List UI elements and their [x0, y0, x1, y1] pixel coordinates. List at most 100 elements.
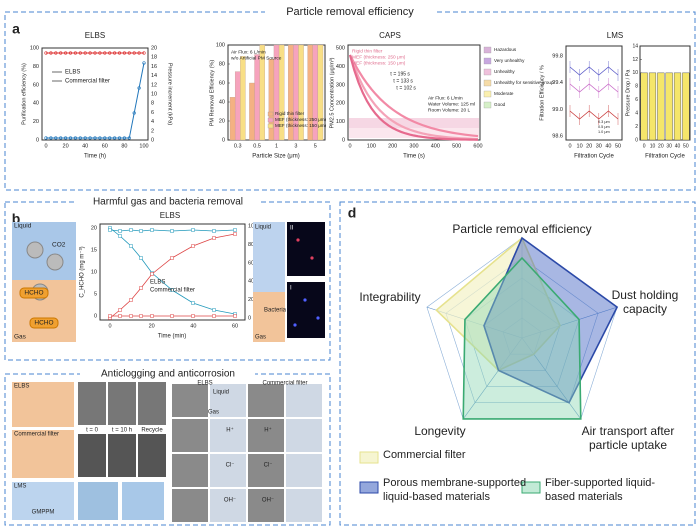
bar — [254, 54, 260, 141]
marker — [93, 51, 97, 55]
tick-label: 0 — [44, 143, 47, 149]
tick-label: 10 — [577, 143, 583, 149]
marker — [212, 314, 216, 318]
marker — [112, 136, 117, 140]
panel-title: Anticlogging and anticorrosion — [101, 369, 235, 380]
legend-label: 0.3 μm — [598, 120, 610, 124]
plot-title: LMS — [607, 31, 623, 40]
tick-label: 80 — [121, 143, 127, 149]
label: t = 10 h — [112, 428, 132, 434]
marker — [98, 136, 102, 140]
radar-area — [483, 236, 619, 404]
bar — [278, 44, 285, 141]
legend-label: Unhealthy for sensitive group — [494, 80, 554, 85]
label: Liquid — [255, 225, 271, 231]
fluorescence — [316, 316, 320, 320]
label: ELBS — [14, 384, 29, 390]
marker — [170, 229, 174, 233]
micrograph — [172, 489, 208, 522]
tick-label: 20 — [248, 297, 254, 303]
marker — [54, 51, 58, 55]
tick-label: 100 — [139, 143, 148, 149]
marker — [233, 314, 237, 318]
micrograph — [78, 434, 106, 477]
tag — [29, 317, 59, 329]
marker — [212, 229, 216, 233]
marker — [212, 308, 216, 312]
tick-label: 200 — [388, 143, 397, 149]
tick-label: 0 — [222, 137, 225, 143]
legend-label: MEF (thickness: 250 μm) — [352, 54, 406, 60]
tick-label: 0 — [36, 137, 39, 143]
marker — [68, 51, 73, 55]
label: Cl⁻ — [226, 463, 235, 469]
micrograph — [287, 222, 325, 276]
label: II — [290, 226, 294, 232]
marker — [83, 136, 87, 140]
label: LMS — [14, 484, 26, 490]
marker — [212, 236, 216, 240]
frame — [565, 45, 623, 141]
illustration — [210, 489, 246, 522]
tick-label: 0 — [94, 313, 97, 319]
marker — [78, 136, 82, 140]
micrograph — [108, 434, 136, 477]
tick-label: 500 — [336, 45, 345, 51]
label: Liquid — [14, 223, 32, 230]
radar-area — [435, 236, 561, 372]
line — [569, 83, 619, 93]
droplet — [26, 241, 44, 259]
aqi-swatch — [483, 90, 492, 98]
marker — [139, 286, 143, 290]
micrograph — [248, 489, 284, 522]
label: Purification efficiency (%) — [21, 63, 27, 125]
marker — [73, 51, 77, 55]
micrograph — [138, 434, 166, 477]
illustration — [12, 430, 74, 478]
tick-label: 100 — [367, 143, 376, 149]
marker — [132, 51, 136, 55]
aqi-swatch — [483, 46, 492, 54]
marker — [78, 51, 82, 55]
frame — [347, 44, 481, 141]
tick-label: 12 — [151, 82, 157, 88]
tick-label: 20 — [219, 118, 225, 124]
marker — [59, 51, 63, 55]
micrograph — [172, 419, 208, 452]
marker — [150, 228, 154, 232]
panel-letter: a — [12, 21, 20, 37]
label: Cl⁻ — [264, 463, 273, 469]
marker — [233, 232, 237, 236]
tick-label: 0 — [151, 137, 154, 143]
label: Air Flux: 6 L/min — [428, 95, 463, 101]
label: H⁺ — [226, 427, 234, 434]
illustration — [286, 419, 322, 452]
legend-swatch — [359, 481, 379, 494]
marker — [127, 51, 131, 55]
label: τ = 133 s — [393, 78, 413, 84]
panel-letter: b — [12, 211, 21, 227]
marker — [129, 298, 133, 302]
marker — [139, 314, 143, 318]
marker — [137, 51, 141, 55]
label: τ = 102 s — [396, 85, 416, 91]
marker — [118, 234, 122, 238]
bar — [298, 44, 304, 141]
marker — [122, 51, 126, 55]
tick-label: 50 — [683, 143, 689, 149]
panel-d-box — [339, 201, 696, 526]
tick-label: 60 — [248, 260, 254, 266]
tick-label: 99.0 — [552, 107, 563, 113]
band — [349, 128, 479, 138]
tick-label: 200 — [336, 101, 345, 107]
tick-label: 80 — [219, 61, 225, 67]
tick-label: 99.8 — [552, 53, 563, 59]
panel-a-box — [4, 11, 696, 191]
marker — [49, 51, 53, 55]
micrograph — [172, 454, 208, 487]
micrograph — [287, 282, 325, 338]
bar — [229, 97, 236, 141]
tick-label: 0 — [643, 143, 646, 149]
marker — [63, 51, 68, 55]
photo — [122, 482, 164, 520]
